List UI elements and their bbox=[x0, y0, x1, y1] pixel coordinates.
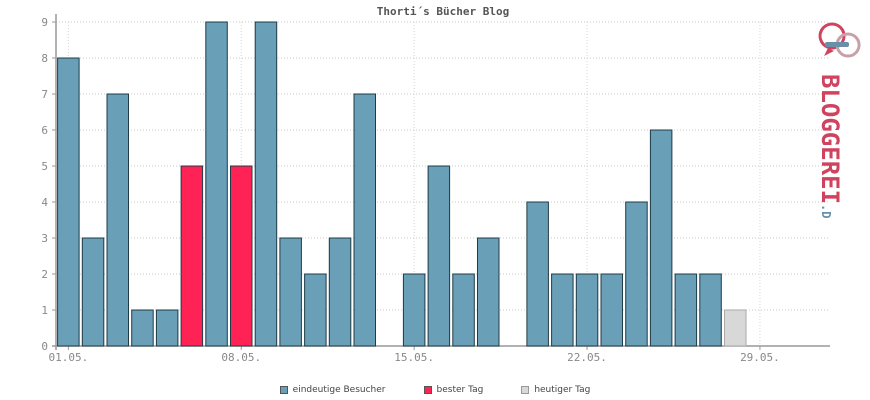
bar-best bbox=[180, 165, 204, 347]
bar-visitors bbox=[674, 273, 698, 347]
legend-label-visitors: eindeutige Besucher bbox=[292, 385, 386, 395]
bar-visitors bbox=[81, 237, 105, 347]
x-tick-label: 15.05. bbox=[394, 351, 434, 364]
bar-visitors bbox=[106, 93, 129, 347]
legend-label-today: heutiger Tag bbox=[534, 385, 591, 395]
bar-visitors bbox=[131, 309, 154, 347]
bar-visitors bbox=[427, 165, 451, 347]
watermark-suffix: .DE bbox=[819, 204, 833, 218]
bar-visitors bbox=[600, 273, 623, 347]
bar-visitors bbox=[254, 21, 278, 347]
bar-visitors bbox=[155, 309, 179, 347]
bar-visitors bbox=[575, 273, 599, 347]
legend-label-best-day: bester Tag bbox=[436, 385, 484, 395]
bar-visitors bbox=[477, 237, 500, 347]
chart-title: Thorti´s Bücher Blog bbox=[376, 5, 510, 18]
legend-swatch-best-day bbox=[423, 386, 432, 394]
bar-best bbox=[230, 165, 253, 347]
y-tick-label: 3 bbox=[41, 232, 48, 245]
bar-visitors bbox=[526, 201, 549, 347]
bar-visitors bbox=[452, 273, 475, 347]
y-tick-label: 7 bbox=[41, 88, 48, 101]
x-tick-label: 29.05. bbox=[740, 351, 780, 364]
y-tick-label: 9 bbox=[41, 16, 48, 29]
y-tick-labels: 0 1 2 3 4 5 6 7 8 9 bbox=[41, 16, 48, 353]
bar-today bbox=[724, 309, 747, 347]
bar-visitors bbox=[649, 129, 673, 347]
bloggerei-watermark: BLOGGEREI.DE bbox=[810, 18, 870, 226]
speech-bubbles-icon: BLOGGEREI.DE bbox=[816, 22, 861, 226]
legend-swatch-today bbox=[521, 386, 530, 394]
bar-visitors bbox=[205, 21, 228, 347]
legend-item-best-day: bester Tag bbox=[423, 385, 484, 395]
y-tick-label: 5 bbox=[41, 160, 48, 173]
y-tick-label: 6 bbox=[41, 124, 48, 137]
y-tick-label: 4 bbox=[41, 196, 48, 209]
x-tick-labels: 01.05. 08.05. 15.05. 22.05. 29.05. bbox=[48, 351, 779, 364]
x-tick-label: 22.05. bbox=[567, 351, 607, 364]
bars bbox=[57, 21, 747, 347]
legend: eindeutige Besucher bester Tag heutiger … bbox=[0, 385, 870, 395]
x-tick-label: 01.05. bbox=[48, 351, 88, 364]
bar-visitors bbox=[279, 237, 302, 347]
bar-visitors bbox=[551, 273, 574, 347]
legend-swatch-visitors bbox=[279, 386, 288, 394]
bar-visitors bbox=[57, 57, 80, 347]
y-tick-label: 8 bbox=[41, 52, 48, 65]
legend-item-today: heutiger Tag bbox=[521, 385, 590, 395]
bar-visitors bbox=[625, 201, 648, 347]
bar-visitors bbox=[328, 237, 352, 347]
y-tick-label: 1 bbox=[41, 304, 48, 317]
watermark-text: BLOGGEREI.DE bbox=[816, 74, 844, 218]
bar-visitors bbox=[353, 93, 376, 347]
bar-visitors bbox=[699, 273, 722, 347]
legend-item-visitors: eindeutige Besucher bbox=[279, 385, 386, 395]
y-tick-label: 0 bbox=[41, 340, 48, 353]
y-tick-label: 2 bbox=[41, 268, 48, 281]
bar-visitors bbox=[402, 273, 426, 347]
x-tick-label: 08.05. bbox=[221, 351, 261, 364]
bar-visitors bbox=[304, 273, 327, 347]
